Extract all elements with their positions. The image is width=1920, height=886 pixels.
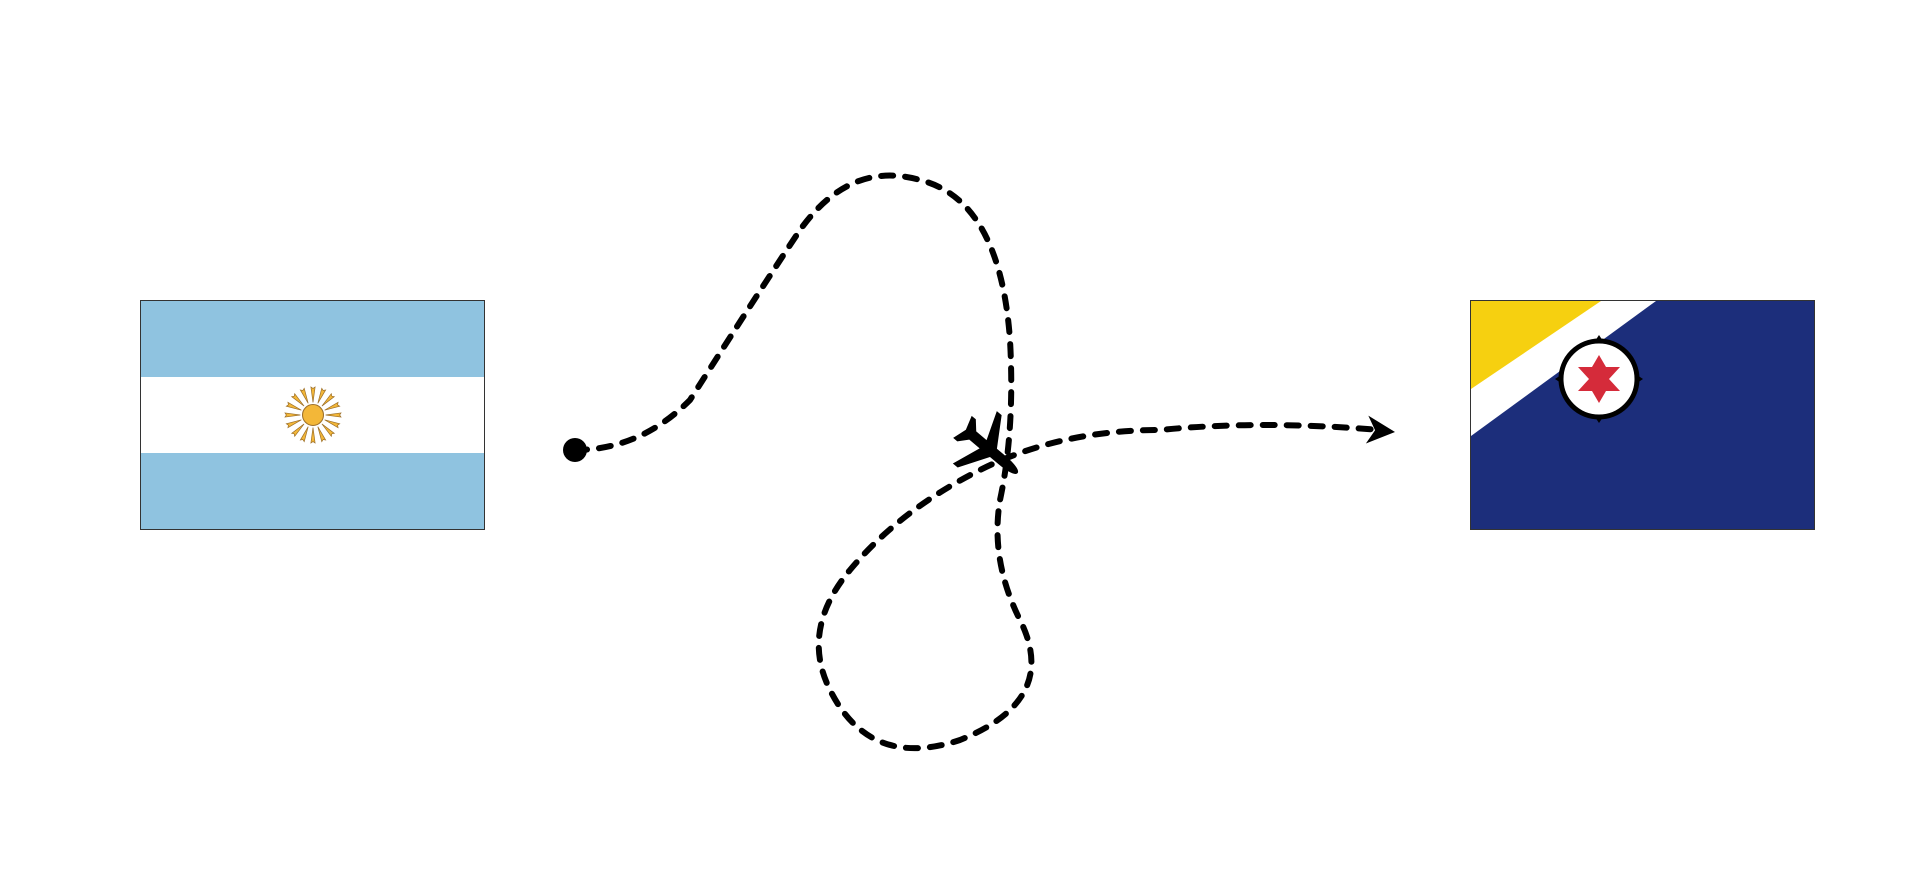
airplane-icon (945, 405, 1035, 495)
